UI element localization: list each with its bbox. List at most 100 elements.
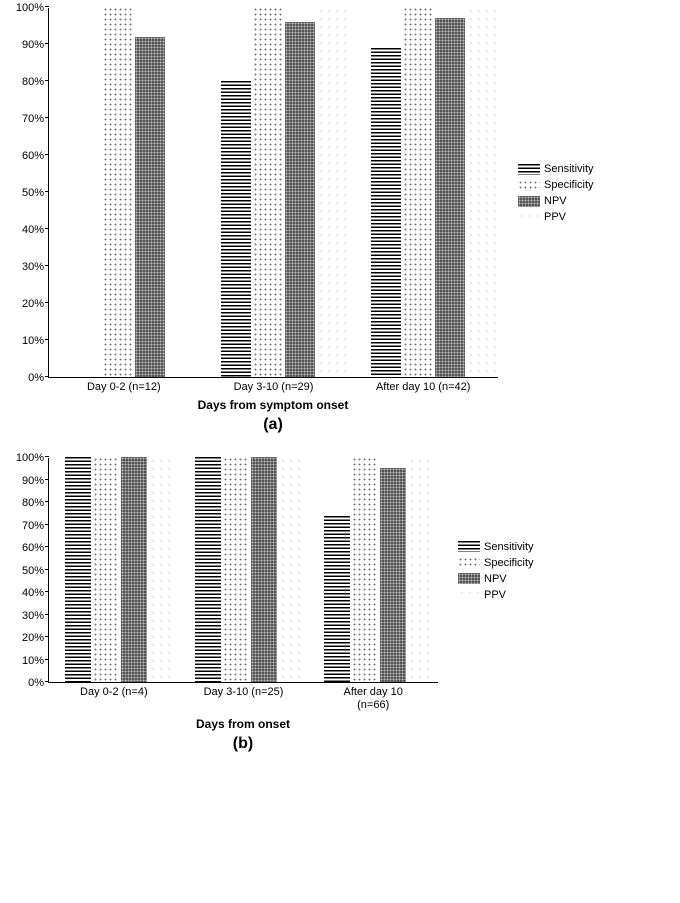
y-tick-label: 80% (22, 497, 44, 509)
legend: Sensitivity Specificity NPV PPV (518, 163, 594, 223)
legend-label: Sensitivity (484, 541, 534, 553)
bar-npv (135, 37, 165, 377)
legend-label: NPV (544, 195, 567, 207)
legend-label: NPV (484, 573, 507, 585)
legend-label: Specificity (484, 557, 534, 569)
bar-specificity (103, 7, 133, 377)
legend-item: Sensitivity (518, 163, 594, 175)
y-tick-label: 30% (22, 261, 44, 273)
y-tick-label: 50% (22, 187, 44, 199)
y-tick-label: 70% (22, 113, 44, 125)
x-axis-labels: Day 0-2 (n=12)Day 3-10 (n=29)After day 1… (49, 377, 498, 394)
bar-ppv (467, 7, 497, 377)
bar-sensitivity (65, 457, 91, 682)
chart-panel-b: 100%90%80%70%60%50%40%30%20%10%0%Day 0-2… (8, 458, 672, 753)
x-tick-label: After day 10(n=66) (308, 682, 438, 712)
chart-panel-a: 100%90%80%70%60%50%40%30%20%10%0%Day 0-2… (8, 8, 672, 434)
legend-label: PPV (544, 211, 566, 223)
y-tick-label: 30% (22, 610, 44, 622)
bar-specificity (352, 457, 378, 682)
legend-item: NPV (458, 573, 534, 585)
legend-label: Sensitivity (544, 163, 594, 175)
bar-ppv (279, 457, 305, 682)
y-tick-label: 10% (22, 655, 44, 667)
legend-swatch (458, 557, 480, 568)
bar-sensitivity (221, 81, 251, 377)
panel-sublabel: (a) (48, 416, 498, 434)
bar-ppv (149, 457, 175, 682)
legend-item: NPV (518, 195, 594, 207)
y-tick-label: 20% (22, 632, 44, 644)
y-tick-label: 60% (22, 542, 44, 554)
x-tick-label: Day 3-10 (n=29) (199, 377, 349, 394)
legend-item: Specificity (518, 179, 594, 191)
y-axis: 100%90%80%70%60%50%40%30%20%10%0% (8, 458, 48, 683)
legend-swatch (518, 196, 540, 207)
y-tick-label: 0% (28, 372, 44, 384)
bars-layer (49, 458, 438, 682)
bar-npv (380, 468, 406, 682)
y-tick-label: 70% (22, 520, 44, 532)
legend-swatch (458, 573, 480, 584)
x-tick-label-line: After day 10 (308, 686, 438, 699)
bar-specificity (403, 7, 433, 377)
y-tick-label: 20% (22, 298, 44, 310)
y-tick-label: 0% (28, 677, 44, 689)
x-axis-title: Days from onset (48, 717, 438, 731)
legend-item: PPV (518, 211, 594, 223)
bar-npv (251, 457, 277, 682)
legend-swatch (518, 164, 540, 175)
x-axis-title: Days from symptom onset (48, 398, 498, 412)
bar-npv (435, 18, 465, 377)
legend-item: PPV (458, 589, 534, 601)
legend-swatch (518, 180, 540, 191)
y-tick-label: 40% (22, 224, 44, 236)
bar-ppv (317, 7, 347, 377)
legend-item: Sensitivity (458, 541, 534, 553)
y-tick-label: 80% (22, 76, 44, 88)
y-tick-label: 100% (16, 452, 44, 464)
legend-label: PPV (484, 589, 506, 601)
x-tick-label: Day 0-2 (n=12) (49, 377, 199, 394)
bar-group (308, 458, 438, 682)
legend-swatch (458, 589, 480, 600)
plot-area: Day 0-2 (n=4)Day 3-10 (n=25)After day 10… (48, 458, 438, 683)
x-axis-labels: Day 0-2 (n=4)Day 3-10 (n=25)After day 10… (49, 682, 438, 712)
y-tick-label: 40% (22, 587, 44, 599)
bar-npv (285, 22, 315, 377)
bar-specificity (253, 7, 283, 377)
legend-label: Specificity (544, 179, 594, 191)
y-tick-label: 60% (22, 150, 44, 162)
y-axis: 100%90%80%70%60%50%40%30%20%10%0% (8, 8, 48, 378)
x-tick-label: Day 3-10 (n=25) (179, 682, 309, 712)
bar-group (49, 458, 179, 682)
bars-layer (49, 8, 498, 377)
y-tick-label: 100% (16, 2, 44, 14)
y-tick-mark (45, 456, 49, 457)
bar-group (49, 8, 199, 377)
legend-item: Specificity (458, 557, 534, 569)
bar-sensitivity (371, 48, 401, 377)
y-tick-label: 50% (22, 565, 44, 577)
bar-specificity (223, 457, 249, 682)
legend: Sensitivity Specificity NPV PPV (458, 541, 534, 601)
y-tick-label: 90% (22, 475, 44, 487)
x-tick-label: After day 10 (n=42) (348, 377, 498, 394)
panel-sublabel: (b) (48, 735, 438, 753)
bar-ppv (408, 457, 434, 682)
bar-specificity (93, 457, 119, 682)
bar-group (179, 458, 309, 682)
y-tick-label: 10% (22, 335, 44, 347)
bar-group (349, 8, 499, 377)
legend-swatch (458, 541, 480, 552)
bar-sensitivity (324, 516, 350, 683)
x-tick-label: Day 0-2 (n=4) (49, 682, 179, 712)
y-tick-mark (45, 6, 49, 7)
x-tick-label-line: (n=66) (308, 699, 438, 712)
legend-swatch (518, 212, 540, 223)
plot-area: Day 0-2 (n=12)Day 3-10 (n=29)After day 1… (48, 8, 498, 378)
bar-npv (121, 457, 147, 682)
y-tick-label: 90% (22, 39, 44, 51)
bar-group (199, 8, 349, 377)
bar-sensitivity (195, 457, 221, 682)
